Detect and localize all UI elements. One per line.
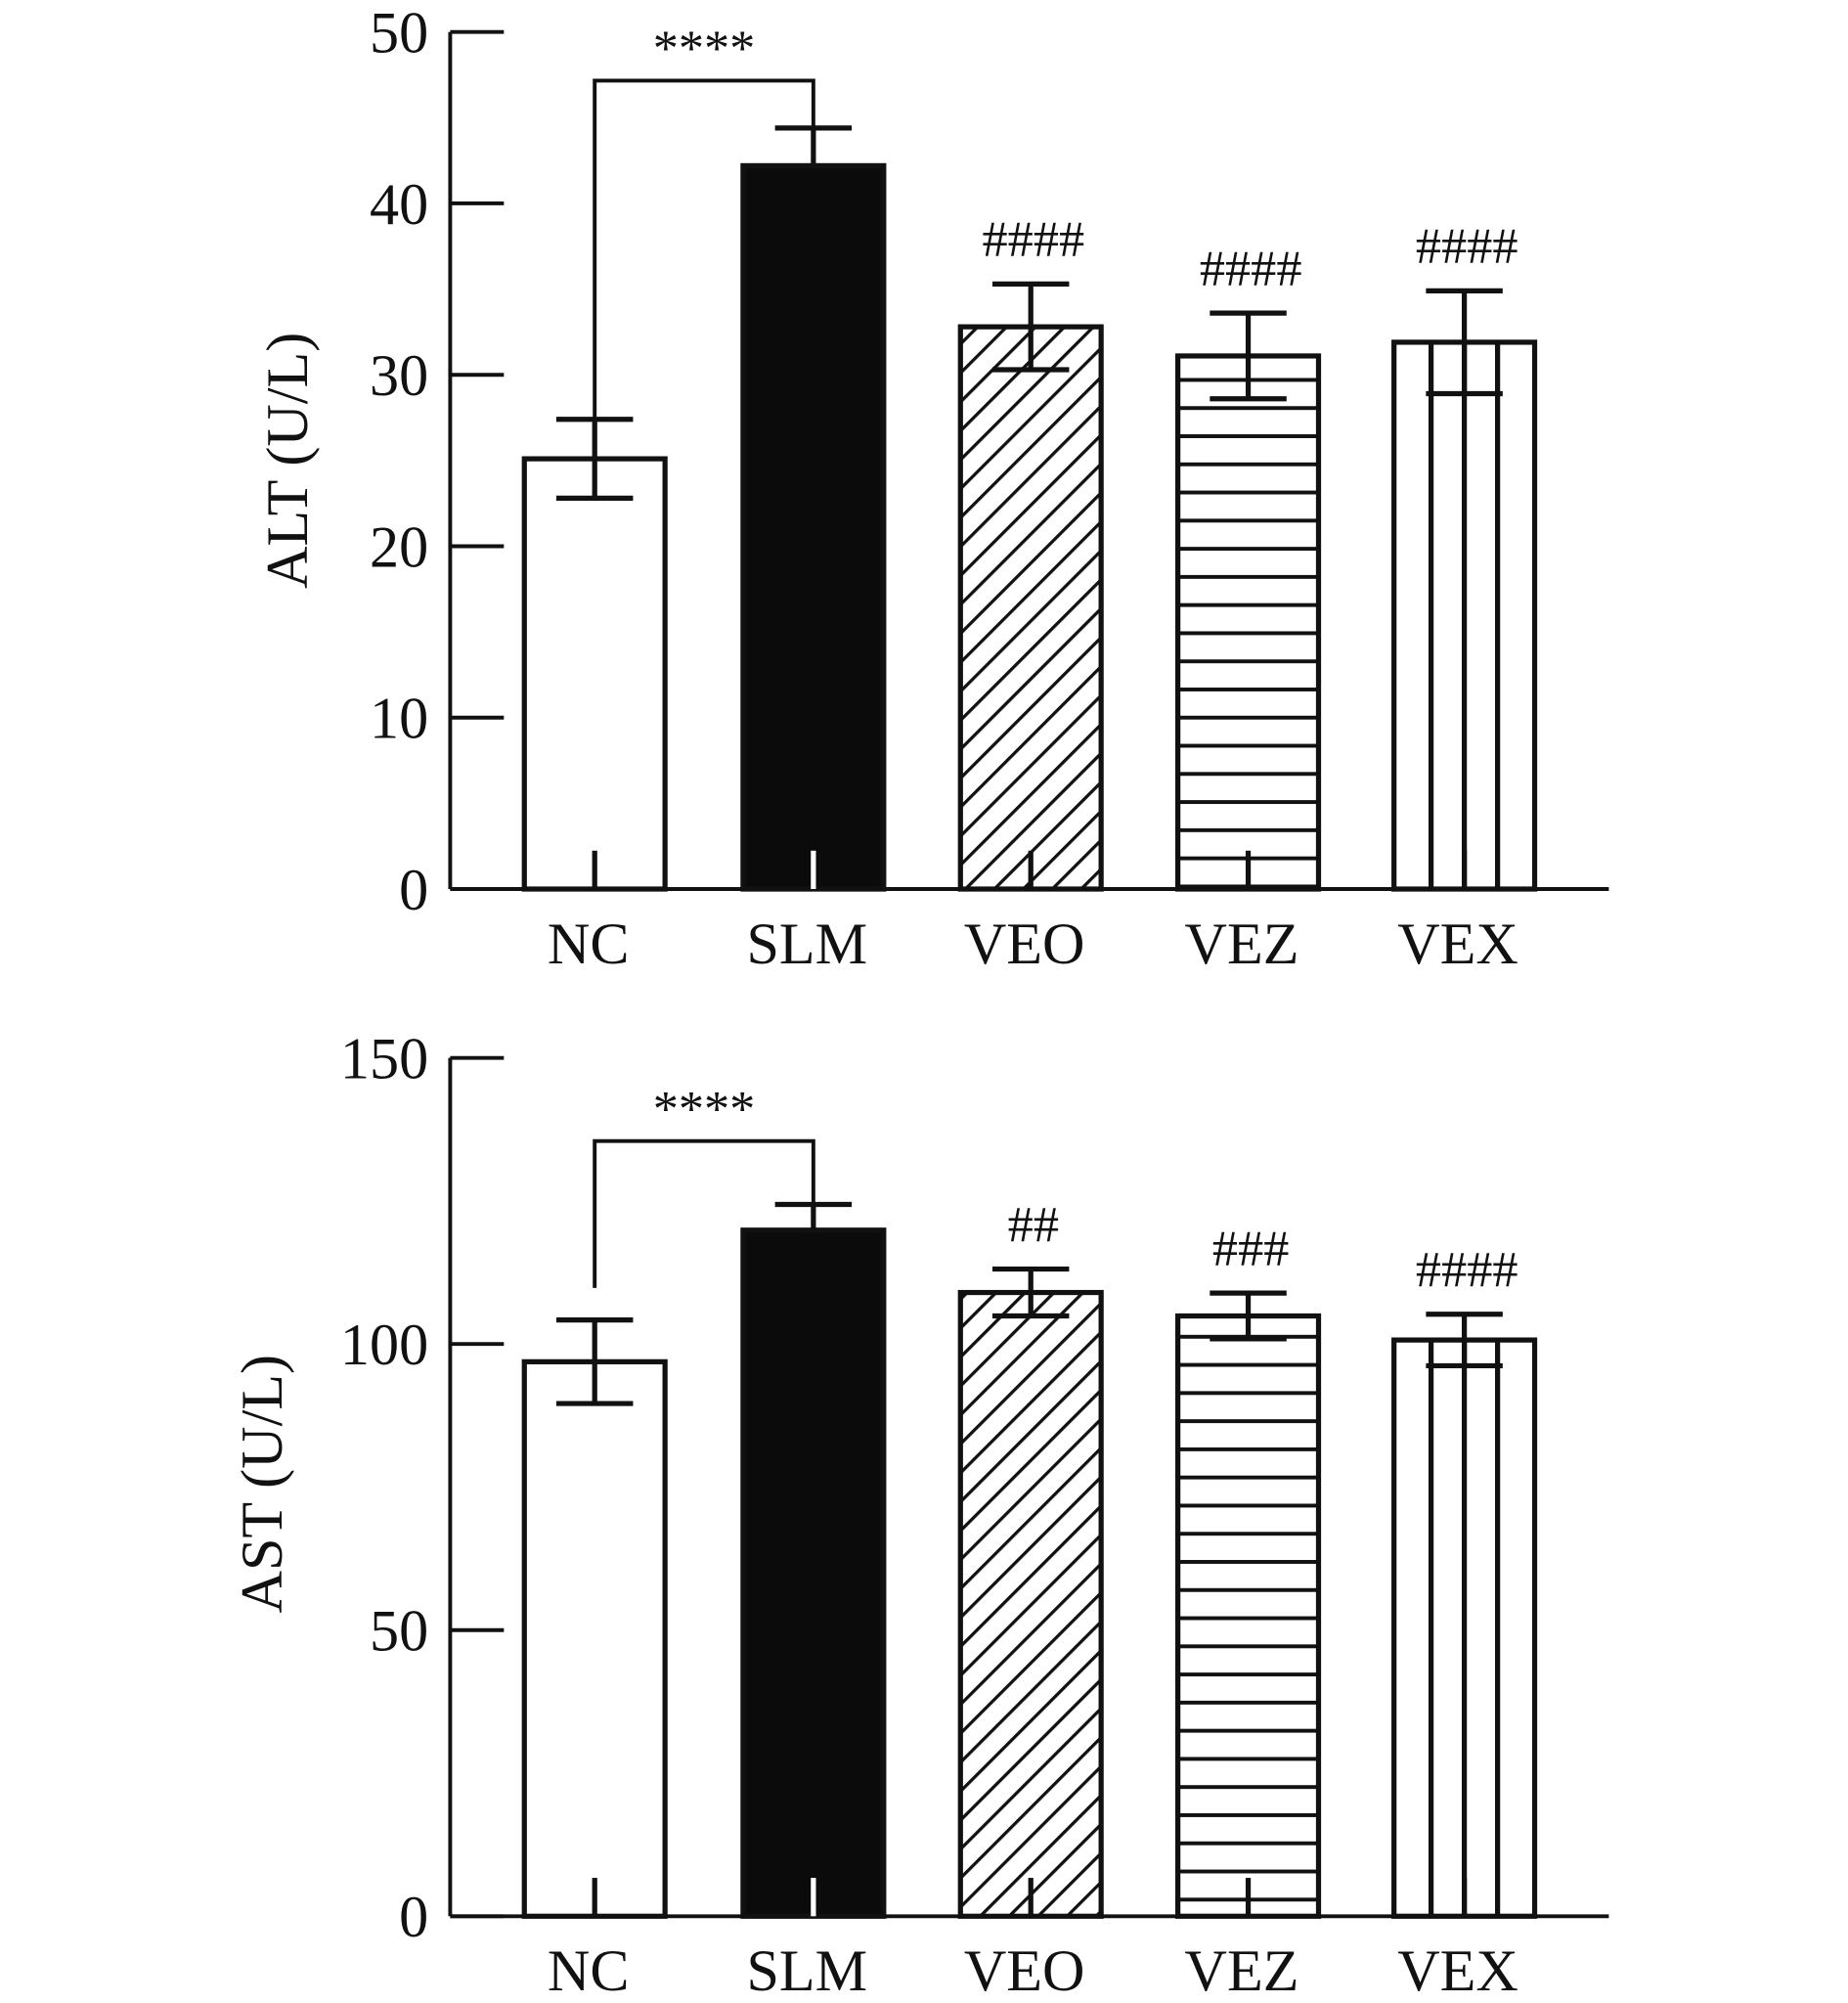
y-tick-label: 50 bbox=[370, 1599, 428, 1665]
bar-vez bbox=[1175, 353, 1322, 892]
x-tick-label: NC bbox=[548, 1938, 630, 1998]
y-tick-label: 0 bbox=[399, 1885, 428, 1950]
bar-veo bbox=[957, 1289, 1104, 1919]
y-axis-label: ALT (U/L) bbox=[255, 333, 321, 589]
significance-label: #### bbox=[1416, 1241, 1518, 1298]
significance-label: #### bbox=[1416, 218, 1518, 275]
bracket-label: **** bbox=[653, 1081, 756, 1137]
bar-nc bbox=[521, 456, 668, 892]
x-tick-label: NC bbox=[548, 912, 630, 977]
significance-label: ## bbox=[1008, 1196, 1059, 1253]
y-tick-label: 50 bbox=[370, 1, 428, 67]
significance-bracket bbox=[593, 78, 815, 420]
x-tick-label: VEZ bbox=[1185, 1938, 1299, 1998]
bar-vez bbox=[1175, 1313, 1322, 1919]
x-tick-label: SLM bbox=[746, 912, 867, 977]
chart-ast: 0 50 100 150 AST (U/L) NC SLM VEO ## VEZ ### VEX ###… bbox=[230, 1027, 1609, 2003]
significance-bracket bbox=[593, 1138, 815, 1288]
x-tick-label: VEO bbox=[964, 1938, 1085, 1998]
bar-slm bbox=[740, 162, 887, 892]
y-tick-label: 10 bbox=[370, 687, 428, 752]
y-tick-label: 150 bbox=[340, 1027, 428, 1092]
x-tick-label: VEO bbox=[964, 912, 1085, 977]
bar-nc bbox=[521, 1358, 668, 1919]
y-tick-label: 100 bbox=[340, 1313, 428, 1378]
y-axis-label: AST (U/L) bbox=[230, 1355, 295, 1614]
bracket-label: **** bbox=[653, 21, 756, 77]
bar-slm bbox=[740, 1227, 887, 1919]
x-tick-label: SLM bbox=[746, 1938, 867, 1998]
y-tick-label: 30 bbox=[370, 343, 428, 409]
significance-label: #### bbox=[1200, 240, 1302, 296]
significance-label: ### bbox=[1212, 1220, 1289, 1276]
y-tick-label: 20 bbox=[370, 514, 428, 580]
x-tick-label: VEZ bbox=[1185, 912, 1299, 977]
significance-label: #### bbox=[983, 211, 1085, 268]
y-tick-label: 40 bbox=[370, 172, 428, 238]
bar-veo bbox=[957, 324, 1104, 892]
y-tick-label: 0 bbox=[399, 858, 428, 923]
chart-alt: 0 10 20 30 40 50 ALT (U/L) NC SLM VEO #### VEZ #### V… bbox=[255, 1, 1609, 977]
x-tick-label: VEX bbox=[1397, 912, 1518, 977]
x-tick-label: VEX bbox=[1397, 1938, 1518, 1998]
